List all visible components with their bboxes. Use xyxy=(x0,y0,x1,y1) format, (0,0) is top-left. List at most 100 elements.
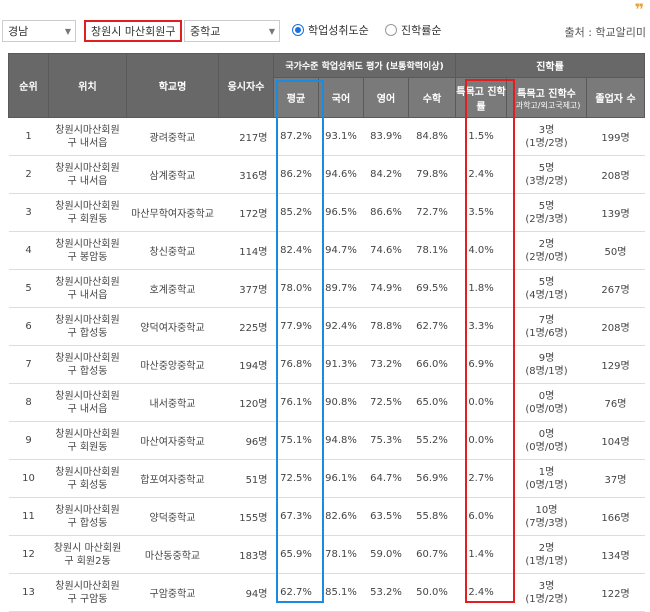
location-line-1: 창원시마산회원 xyxy=(55,352,120,364)
examinees-cell: 51명 xyxy=(218,459,274,498)
special-rate-cell: 2.7% xyxy=(455,459,507,498)
math-cell: 56.9% xyxy=(408,459,456,498)
examinees-cell: 225명 xyxy=(218,307,274,346)
school-name-cell: 마산무학여자중학교 xyxy=(126,193,219,232)
header-special-count: 특목고 진학수 (과학고/외고국제고) xyxy=(506,77,588,118)
school-name-cell: 마산여자중학교 xyxy=(126,421,219,460)
special-count-detail: (0명/1명) xyxy=(525,479,568,491)
korean-cell: 85.1% xyxy=(318,573,364,612)
special-count-detail: (2명/3명) xyxy=(525,213,568,225)
radio-performance-label: 학업성취도순 xyxy=(308,24,369,37)
special-count-total: 7명 xyxy=(538,314,555,326)
school-type-select[interactable]: 중학교 ▼ xyxy=(184,20,280,42)
location-line-1: 창원시마산회원 xyxy=(55,238,120,250)
district-select[interactable]: 창원시 마산회원구 xyxy=(84,20,182,42)
examinees-cell: 120명 xyxy=(218,383,274,422)
special-count-detail: (0명/0명) xyxy=(525,403,568,415)
region-select[interactable]: 경남 ▼ xyxy=(2,20,76,42)
math-cell: 72.7% xyxy=(408,193,456,232)
table-row: 7 창원시마산회원 구 합성동 마산중앙중학교 194명 76.8% 91.3% 73.2% 6… xyxy=(8,345,645,384)
school-name-cell: 내서중학교 xyxy=(126,383,219,422)
average-cell: 85.2% xyxy=(273,193,319,232)
special-count-detail: (3명/2명) xyxy=(525,175,568,187)
location-cell: 창원시마산회원 구 내서읍 xyxy=(48,117,127,156)
location-line-1: 창원시마산회원 xyxy=(55,580,120,592)
special-count-total: 2명 xyxy=(538,542,555,554)
examinees-cell: 94명 xyxy=(218,573,274,612)
examinees-cell: 172명 xyxy=(218,193,274,232)
table-row: 11 창원시마산회원 구 합성동 양덕중학교 155명 67.3% 82.6% 63.5% 55… xyxy=(8,497,645,536)
radio-progress[interactable]: 진학률순 xyxy=(385,22,441,38)
school-name-cell: 양덕여자중학교 xyxy=(126,307,219,346)
average-cell: 77.9% xyxy=(273,307,319,346)
english-cell: 86.6% xyxy=(363,193,409,232)
table-row: 12 창원시 마산회원 구 회원2동 마산동중학교 183명 65.9% 78.1% 59.0… xyxy=(8,535,645,574)
location-line-1: 창원시마산회원 xyxy=(55,504,120,516)
school-name-cell: 창신중학교 xyxy=(126,231,219,270)
school-name-cell: 마산동중학교 xyxy=(126,535,219,574)
table-row: 8 창원시마산회원 구 내서읍 내서중학교 120명 76.1% 90.8% 72.5% 65.… xyxy=(8,383,645,422)
special-rate-cell: 3.3% xyxy=(455,307,507,346)
header-average: 평균 xyxy=(273,77,319,118)
examinees-cell: 377명 xyxy=(218,269,274,308)
rank-cell: 10 xyxy=(8,459,49,498)
location-cell: 창원시마산회원 구 봉암동 xyxy=(48,231,127,270)
table-row: 2 창원시마산회원 구 내서읍 삼계중학교 316명 86.2% 94.6% 84.2% 79.… xyxy=(8,155,645,194)
special-count-total: 1명 xyxy=(538,466,555,478)
header-korean: 국어 xyxy=(318,77,364,118)
header-special-count-label: 특목고 진학수 xyxy=(517,88,576,100)
graduates-cell: 50명 xyxy=(586,231,645,270)
special-count-cell: 5명 (3명/2명) xyxy=(506,155,587,194)
rank-cell: 13 xyxy=(8,573,49,612)
table-row: 10 창원시마산회원 구 회성동 합포여자중학교 51명 72.5% 96.1% 64.7% 5… xyxy=(8,459,645,498)
graduates-cell: 134명 xyxy=(586,535,645,574)
special-count-cell: 0명 (0명/0명) xyxy=(506,421,587,460)
location-line-2: 구 구암동 xyxy=(67,593,108,605)
location-cell: 창원시마산회원 구 회원동 xyxy=(48,193,127,232)
header-graduates: 졸업자 수 xyxy=(586,77,646,118)
location-cell: 창원시마산회원 구 합성동 xyxy=(48,497,127,536)
location-line-2: 구 내서읍 xyxy=(67,175,108,187)
table-row: 6 창원시마산회원 구 합성동 양덕여자중학교 225명 77.9% 92.4% 78.8% 6… xyxy=(8,307,645,346)
graduates-cell: 37명 xyxy=(586,459,645,498)
math-cell: 65.0% xyxy=(408,383,456,422)
location-cell: 창원시마산회원 구 회원동 xyxy=(48,421,127,460)
math-cell: 50.0% xyxy=(408,573,456,612)
examinees-cell: 316명 xyxy=(218,155,274,194)
special-count-cell: 1명 (0명/1명) xyxy=(506,459,587,498)
school-ranking-table: 순위 위치 학교명 응시자수 국가수준 학업성취도 평가 (보통학력이상) 진학… xyxy=(8,53,646,612)
school-name-cell: 구암중학교 xyxy=(126,573,219,612)
location-line-2: 구 회원2동 xyxy=(64,555,111,567)
average-cell: 76.8% xyxy=(273,345,319,384)
location-cell: 창원시 마산회원 구 회원2동 xyxy=(48,535,127,574)
special-count-total: 0명 xyxy=(538,428,555,440)
rank-cell: 2 xyxy=(8,155,49,194)
source-text: 출처 : 학교알리미 xyxy=(564,26,646,39)
english-cell: 74.9% xyxy=(363,269,409,308)
radio-performance[interactable]: 학업성취도순 xyxy=(292,22,369,38)
korean-cell: 91.3% xyxy=(318,345,364,384)
average-cell: 86.2% xyxy=(273,155,319,194)
region-select-value: 경남 xyxy=(8,25,29,38)
special-count-detail: (1명/2명) xyxy=(525,137,568,149)
location-line-2: 구 내서읍 xyxy=(67,137,108,149)
header-examinees: 응시자수 xyxy=(218,53,274,118)
special-rate-cell: 1.4% xyxy=(455,535,507,574)
graduates-cell: 122명 xyxy=(586,573,645,612)
location-line-1: 창원시마산회원 xyxy=(55,276,120,288)
math-cell: 62.7% xyxy=(408,307,456,346)
location-line-2: 구 합성동 xyxy=(67,365,108,377)
examinees-cell: 217명 xyxy=(218,117,274,156)
table-row: 5 창원시마산회원 구 내서읍 호계중학교 377명 78.0% 89.7% 74.9% 69.… xyxy=(8,269,645,308)
examinees-cell: 155명 xyxy=(218,497,274,536)
math-cell: 79.8% xyxy=(408,155,456,194)
special-count-detail: (7명/3명) xyxy=(525,517,568,529)
special-count-total: 5명 xyxy=(538,162,555,174)
location-line-2: 구 회원동 xyxy=(67,213,108,225)
location-line-1: 창원시마산회원 xyxy=(55,162,120,174)
special-count-cell: 2명 (2명/0명) xyxy=(506,231,587,270)
quote-icon: ❞ xyxy=(634,0,644,19)
graduates-cell: 199명 xyxy=(586,117,645,156)
header-special-count-sub: (과학고/외고국제고) xyxy=(512,100,581,110)
math-cell: 66.0% xyxy=(408,345,456,384)
